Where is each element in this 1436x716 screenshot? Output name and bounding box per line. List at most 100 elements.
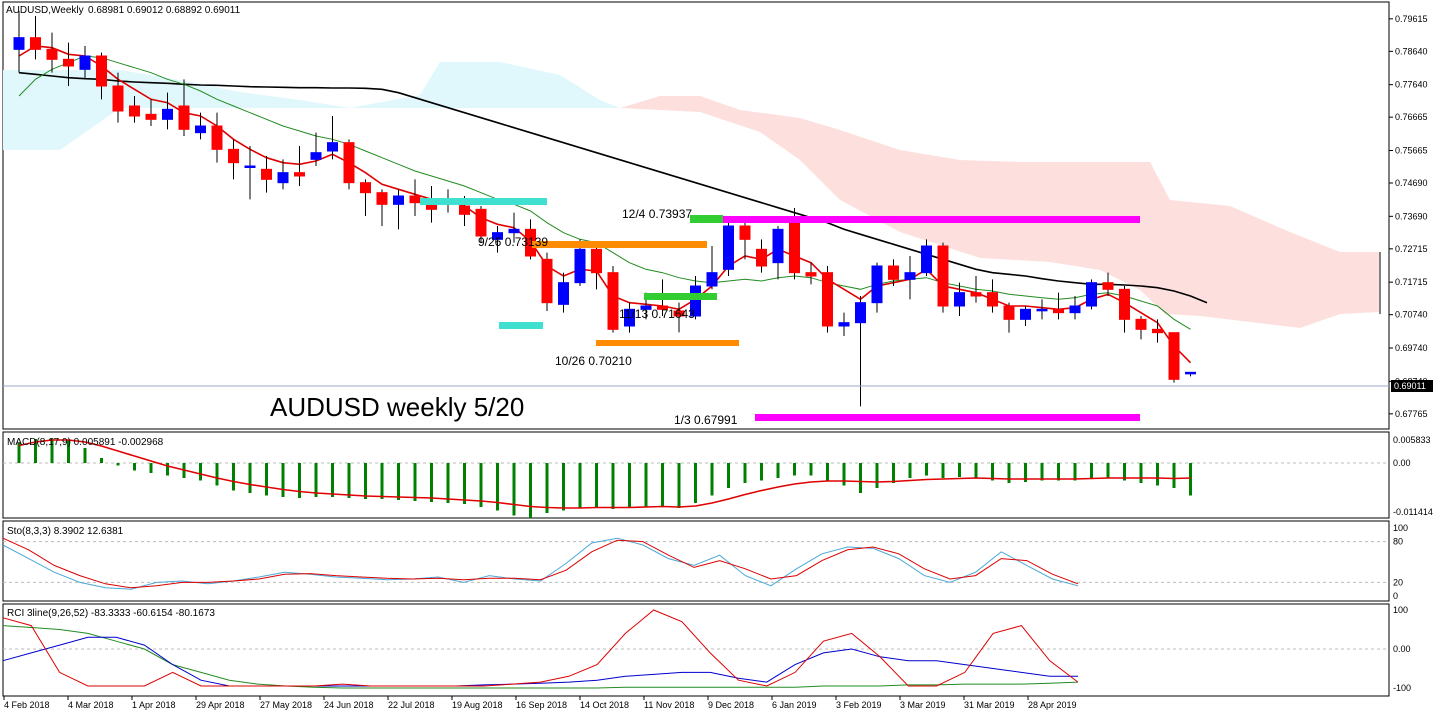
candle-body [310, 152, 322, 160]
kumo-bull-lower [3, 108, 620, 150]
candle-body [459, 205, 470, 215]
price-tick-label: 0.67765 [1395, 409, 1428, 419]
rci-series [2, 609, 1389, 689]
annotation-0926: 9/26 0.73139 [478, 235, 548, 249]
candle-body [970, 292, 982, 297]
rci-long-line [2, 625, 1079, 689]
kumo-bear [620, 96, 1379, 328]
orange-line-1026 [596, 340, 739, 346]
lime-line-1113 [644, 293, 717, 300]
candle-body [591, 248, 602, 274]
candle-body [1102, 282, 1114, 290]
rci-tick-label: -100 [1393, 683, 1411, 693]
candle-body [1086, 282, 1097, 307]
lime-line-1204 [690, 215, 723, 223]
sto-panel-frame [2, 520, 1390, 602]
annotation-1026: 10/26 0.70210 [555, 354, 632, 368]
candle-body [360, 182, 371, 194]
ichimoku-cloud [3, 62, 1379, 328]
candle-body [1168, 332, 1180, 380]
candle-body [30, 37, 41, 50]
price-tick-label: 0.70740 [1395, 310, 1428, 320]
price-tick-label: 0.78640 [1395, 46, 1428, 56]
annotation-1204: 12/4 0.73937 [622, 207, 692, 221]
date-tick-label: 11 Nov 2018 [644, 700, 694, 710]
candle-body [228, 148, 239, 164]
candle-body [558, 282, 569, 305]
candle-body [574, 248, 586, 284]
candle-body [888, 265, 899, 280]
rci-short-line [2, 609, 1079, 687]
date-tick-label: 3 Mar 2019 [900, 700, 946, 710]
sma-line [18, 71, 1208, 304]
candle-body [1036, 308, 1048, 312]
price-tick-label: 0.71715 [1395, 277, 1428, 287]
candle-body [673, 310, 685, 317]
candle-body [508, 228, 520, 234]
candle-body [294, 172, 305, 177]
price-tick-label: 0.73690 [1395, 211, 1428, 221]
candle-body [1053, 308, 1064, 314]
candle-body [871, 265, 883, 304]
date-tick-label: 1 Apr 2018 [132, 700, 176, 710]
rci-mid-line [2, 636, 1078, 687]
date-tick-label: 19 Aug 2018 [452, 700, 503, 710]
candle-body [244, 165, 256, 168]
candle-body [195, 125, 206, 134]
date-tick-label: 14 Oct 2018 [580, 700, 629, 710]
candle-body [954, 292, 965, 307]
candle-body [211, 125, 223, 150]
price-tick-label: 0.76665 [1395, 112, 1428, 122]
candle-body [657, 305, 668, 310]
chart-header-ohlc: 0.68981 0.69012 0.68892 0.69011 [88, 5, 241, 16]
sto-tick-label: 20 [1393, 577, 1403, 587]
rci-header: RCI 3line(9,26,52) -83.3333 -60.6154 -80… [7, 608, 215, 619]
price-tick-label: 0.74690 [1395, 178, 1428, 188]
candle-body [376, 192, 388, 205]
stochastic-series [2, 537, 1389, 590]
candle-body [987, 292, 998, 307]
sto-main-line [2, 537, 1079, 590]
candle-body [277, 172, 289, 184]
candle-body [739, 225, 751, 240]
date-tick-label: 3 Feb 2019 [836, 700, 882, 710]
candle-body [1152, 328, 1163, 334]
candle-body [112, 85, 124, 112]
chart-header-title: AUDUSD,Weekly [6, 5, 84, 16]
candle-body [327, 142, 338, 152]
kumo-bull-upper [3, 62, 620, 108]
macd-series [3, 438, 1389, 518]
candle-body [79, 55, 91, 70]
candle-body [129, 105, 140, 117]
date-tick-label: 24 Jun 2018 [324, 700, 374, 710]
price-badge: 0.69011 [1394, 381, 1426, 391]
candle-body [756, 248, 767, 267]
candle-body [723, 225, 734, 270]
candle-body [1135, 318, 1147, 330]
candle-body [624, 308, 635, 327]
date-tick-label: 27 May 2018 [260, 700, 312, 710]
price-badge-bg [1391, 380, 1433, 392]
candle-body [937, 245, 949, 307]
sto-tick-label: 80 [1393, 537, 1403, 547]
candle-body [63, 58, 74, 67]
sto-header: Sto(8,3,3) 8.3902 12.6381 [7, 526, 124, 537]
macd-header: MACD(8,17,9) 0.005891 -0.002968 [7, 437, 164, 448]
candle-body [1069, 305, 1081, 314]
sto-signal-line [2, 537, 1079, 589]
candle-body [492, 232, 503, 240]
candle-body [409, 195, 421, 204]
date-tick-label: 16 Sep 2018 [516, 700, 567, 710]
candle-body [145, 113, 157, 120]
date-tick-label: 29 Apr 2018 [196, 700, 245, 710]
candle-body [393, 195, 404, 205]
candle-body [838, 322, 850, 327]
price-tick-label: 0.77640 [1395, 80, 1428, 90]
candle-body [475, 208, 487, 237]
date-tick-label: 6 Jan 2019 [772, 700, 817, 710]
rci-tick-label: 100 [1393, 605, 1408, 615]
price-tick-label: 0.79615 [1395, 14, 1428, 24]
price-tick-label: 0.75665 [1395, 146, 1428, 156]
candle-body [607, 272, 619, 330]
candle-body [904, 272, 916, 280]
